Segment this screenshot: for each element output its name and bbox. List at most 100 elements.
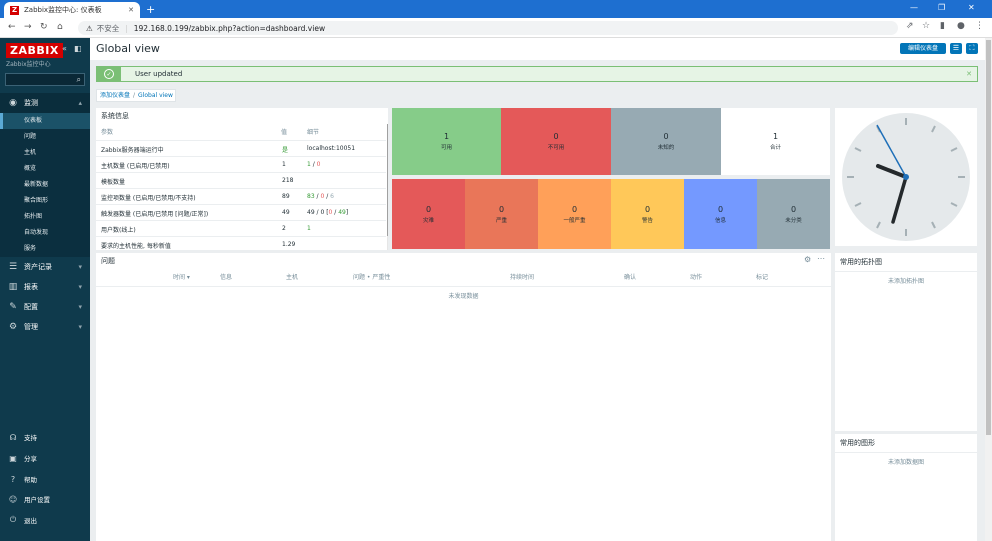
headset-icon: ☊: [9, 432, 17, 442]
column-header: 确认: [624, 274, 637, 281]
table-row: 主机数量 (已启用/已禁用) 1 1 / 0: [96, 156, 386, 172]
menu-help[interactable]: ? 帮助: [0, 469, 90, 489]
severity-high[interactable]: 0 严重: [465, 179, 538, 249]
submenu-latest-data[interactable]: 最新数据: [0, 177, 90, 193]
fullscreen-icon[interactable]: ⛶: [966, 43, 978, 54]
chevron-down-icon: ▾: [78, 263, 82, 271]
severity-disaster[interactable]: 0 灾难: [392, 179, 465, 249]
problems-widget: 问题 ⚙ ⋯ 时间 ▾ 信息 主机 问题 • 严重性 持续时间 确认 动作 标记…: [96, 253, 831, 541]
menu-sign-out[interactable]: ⏻ 退出: [0, 510, 90, 530]
sidebar-toggle-icon[interactable]: ▮: [940, 21, 945, 31]
menu-label: 管理: [24, 323, 38, 331]
url-field[interactable]: ⚠ 不安全 | 192.168.0.199/zabbix.php?action=…: [78, 21, 898, 35]
submenu-problems[interactable]: 问题: [0, 129, 90, 145]
breadcrumb-parent[interactable]: 添加仪表盘: [100, 92, 131, 99]
submenu-hosts[interactable]: 主机: [0, 145, 90, 161]
breadcrumb-current[interactable]: Global view: [138, 92, 173, 99]
availability-unavailable[interactable]: 0 不可用: [501, 108, 611, 175]
chevron-down-icon: ▾: [78, 283, 82, 291]
home-icon[interactable]: ⌂: [57, 22, 63, 32]
reload-icon[interactable]: ↻: [40, 22, 48, 32]
menu-label: 退出: [24, 517, 37, 525]
clock-widget: [835, 108, 977, 246]
breadcrumb: 添加仪表盘 / Global view: [96, 89, 176, 102]
user-icon: ☺: [8, 494, 18, 504]
browser-titlebar: Z Zabbix监控中心: 仪表板 ✕ + — ❐ ✕: [0, 0, 992, 18]
list-view-icon[interactable]: ☰: [950, 43, 962, 54]
maximize-icon[interactable]: ❐: [938, 3, 946, 12]
list-icon: ☰: [8, 262, 18, 272]
severity-not-classified[interactable]: 0 未分类: [757, 179, 830, 249]
report-icon: ▥: [8, 282, 18, 292]
close-tab-icon[interactable]: ✕: [128, 6, 134, 14]
column-header: 值: [281, 129, 288, 136]
more-options-icon[interactable]: ⋯: [817, 254, 825, 263]
submenu-dashboard[interactable]: 仪表板: [0, 113, 90, 129]
search-input[interactable]: ⌕: [5, 73, 85, 86]
table-row: 用户数(线上) 2 1: [96, 220, 386, 236]
message-text: User updated: [135, 70, 183, 78]
zabbix-favicon-icon: Z: [10, 5, 19, 15]
zabbix-logo[interactable]: ZABBIX: [6, 43, 63, 58]
check-icon: ✓: [104, 69, 114, 79]
column-header: 标记: [756, 274, 769, 281]
availability-available[interactable]: 1 可用: [392, 108, 501, 175]
help-icon: ?: [10, 474, 16, 484]
menu-user-settings[interactable]: ☺ 用户设置: [0, 489, 90, 509]
back-icon[interactable]: ←: [8, 22, 16, 32]
availability-unknown[interactable]: 0 未知的: [611, 108, 721, 175]
chevron-down-icon: ▾: [78, 303, 82, 311]
address-bar-row: ← → ↻ ⌂ ⚠ 不安全 | 192.168.0.199/zabbix.php…: [0, 18, 992, 38]
column-header: 细节: [307, 129, 320, 136]
new-tab-icon[interactable]: +: [146, 3, 156, 16]
menu-label: 配置: [24, 303, 38, 311]
warning-icon: ⚠: [86, 23, 93, 33]
wrench-icon: ✎: [9, 302, 17, 312]
submenu-maps[interactable]: 拓扑图: [0, 209, 90, 225]
column-header: 参数: [101, 129, 114, 136]
column-header: 主机: [286, 274, 299, 281]
window-close-icon[interactable]: ✕: [968, 3, 975, 12]
severity-warning[interactable]: 0 警告: [611, 179, 684, 249]
bookmark-star-icon[interactable]: ☆: [922, 21, 931, 31]
menu-administration[interactable]: ⚙ 管理 ▾: [0, 317, 90, 337]
edit-dashboard-button[interactable]: 编辑仪表盘: [900, 43, 946, 54]
availability-total[interactable]: 1 合计: [721, 108, 830, 175]
column-header-time[interactable]: 时间 ▾: [173, 274, 190, 281]
severity-information[interactable]: 0 信息: [684, 179, 757, 249]
forward-icon[interactable]: →: [24, 22, 32, 32]
column-header: 持续时间: [510, 274, 535, 281]
menu-monitoring[interactable]: ◉ 监测 ▴: [0, 93, 90, 113]
close-message-icon[interactable]: ✕: [966, 70, 972, 78]
menu-inventory[interactable]: ☰ 资产记录 ▾: [0, 257, 90, 277]
table-row: 要求的主机性能, 每秒新值 1.29: [96, 236, 386, 250]
gear-icon[interactable]: ⚙: [804, 255, 812, 264]
column-header: 动作: [690, 274, 703, 281]
hide-sidebar-icon[interactable]: ◧: [74, 44, 82, 53]
menu-support[interactable]: ☊ 支持: [0, 427, 90, 447]
browser-menu-icon[interactable]: ⋮: [975, 21, 984, 31]
widget-scrollbar[interactable]: [387, 124, 388, 250]
clock-face: [842, 113, 970, 241]
widget-title: 问题: [101, 257, 115, 265]
severity-average[interactable]: 0 一般严重: [538, 179, 611, 249]
menu-label: 资产记录: [24, 263, 52, 271]
menu-share[interactable]: ▣ 分享: [0, 448, 90, 468]
search-icon[interactable]: ⌕: [76, 75, 81, 84]
submenu-screens[interactable]: 聚合图形: [0, 193, 90, 209]
submenu-services[interactable]: 服务: [0, 241, 90, 257]
submenu-overview[interactable]: 概览: [0, 161, 90, 177]
menu-reports[interactable]: ▥ 报表 ▾: [0, 277, 90, 297]
menu-label: 监测: [24, 99, 38, 107]
menu-configuration[interactable]: ✎ 配置 ▾: [0, 297, 90, 317]
collapse-sidebar-icon[interactable]: «: [62, 44, 67, 53]
minimize-icon[interactable]: —: [910, 3, 918, 12]
problems-by-severity-widget: 0 灾难 0 严重 0 一般严重 0 警告 0 信息 0 未分类: [392, 179, 830, 249]
table-row: 模板数量 218: [96, 172, 386, 188]
profile-icon[interactable]: ●: [957, 21, 965, 31]
share-page-icon[interactable]: ⇗: [906, 21, 914, 31]
browser-tab[interactable]: Z Zabbix监控中心: 仪表板 ✕: [4, 2, 140, 18]
gear-icon: ⚙: [8, 322, 18, 332]
submenu-discovery[interactable]: 自动发现: [0, 225, 90, 241]
page-scrollbar[interactable]: [985, 38, 992, 541]
